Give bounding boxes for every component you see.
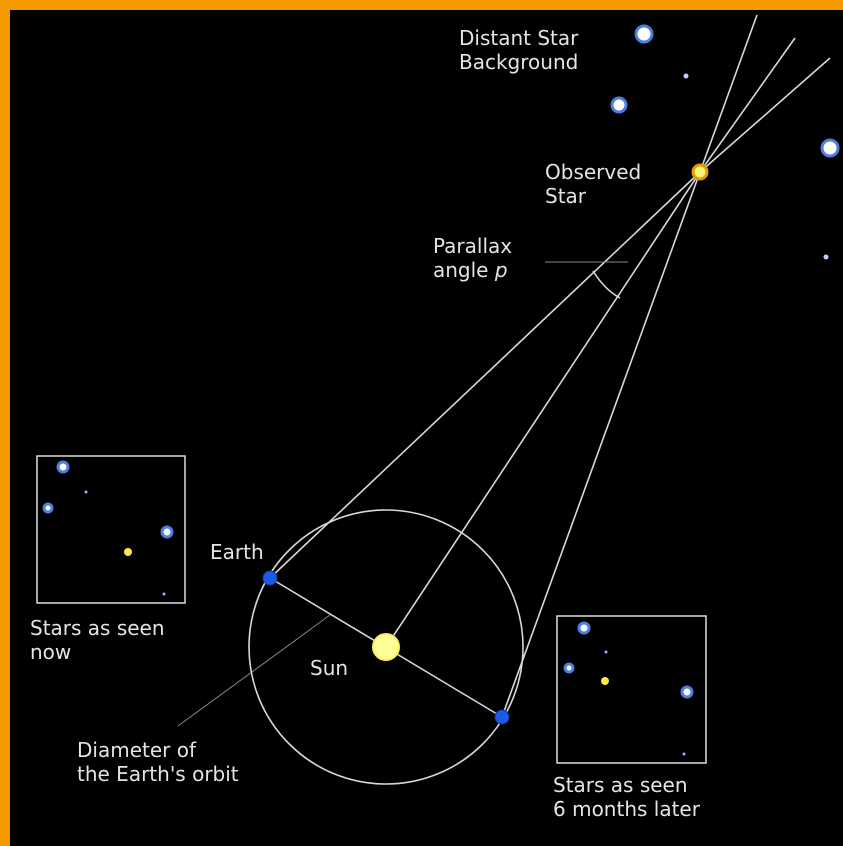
label: Diameter of: [77, 738, 197, 762]
label: angle p: [433, 258, 508, 282]
label: Sun: [310, 656, 348, 680]
earth-now: [263, 571, 277, 585]
parallax-diagram: Distant Star Background Observed Star Pa…: [0, 0, 843, 846]
label: Star: [545, 184, 587, 208]
label: now: [30, 640, 71, 664]
earth-later: [495, 710, 509, 724]
label: 6 months later: [553, 797, 701, 821]
label: Earth: [210, 540, 264, 564]
label: the Earth's orbit: [77, 762, 239, 786]
label: Stars as seen: [30, 616, 165, 640]
observed-star: [693, 165, 707, 179]
label: Parallax: [433, 234, 512, 258]
label: Observed: [545, 160, 641, 184]
sky: [10, 10, 843, 846]
label: Stars as seen: [553, 773, 688, 797]
symbol: p: [494, 258, 508, 282]
sun: [373, 634, 399, 660]
label: Background: [459, 50, 578, 74]
label-part: angle: [433, 258, 489, 282]
label: Distant Star: [459, 26, 579, 50]
